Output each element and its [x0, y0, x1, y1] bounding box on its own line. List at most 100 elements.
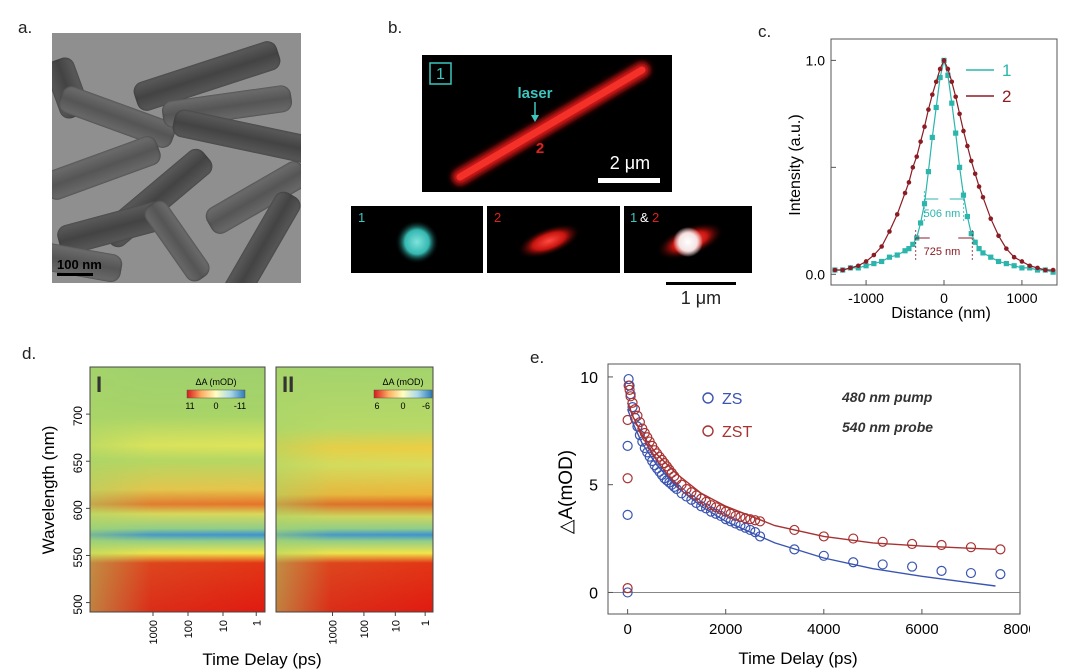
chart-e-point-ZS: [745, 524, 756, 536]
fluorescence-spot-2: 2: [487, 206, 620, 273]
chart-d-ytick-label: 600: [71, 500, 85, 520]
merged-tag-1: 1: [630, 210, 637, 225]
legend-zs-label: ZS: [722, 391, 742, 408]
legend-zst-label: ZST: [722, 424, 752, 441]
chart-d-xtick-label: 100: [183, 620, 195, 638]
chart-e-point-ZS: [651, 463, 663, 474]
chart-e-ytick-label: 10: [580, 370, 598, 387]
chart-e-point-ZS: [995, 569, 1006, 580]
panel-label-e: e.: [530, 348, 545, 367]
chart-c-series-2-point: [879, 244, 884, 249]
chart-e-point-ZS: [669, 481, 680, 492]
chart-c-series-1-point: [945, 72, 951, 78]
chart-d-xtick-label: 1: [420, 620, 432, 626]
chart-e-xtick-label: 0: [623, 621, 631, 638]
chart-d-xlabel: Time Delay (ps): [202, 650, 321, 669]
chart-c-series-2-point: [972, 171, 978, 177]
tem-micrograph: [52, 33, 301, 283]
chart-c-series-1-point: [980, 250, 986, 256]
chart-c-series-2-point: [926, 107, 931, 112]
chart-c-series-1-point: [929, 134, 935, 140]
small-scale-label: 1 μm: [680, 288, 722, 308]
chart-c-series-2-point: [922, 124, 927, 130]
chart-e-xtick-label: 2000: [709, 621, 742, 638]
heatmap-I-label: I: [96, 372, 102, 397]
chart-e-ytick-label: 5: [589, 478, 598, 495]
chart-c-ylabel: Intensity (a.u.): [787, 114, 804, 215]
chart-d-xtick-label: 1000: [328, 620, 340, 644]
chart-e-point-ZST: [669, 470, 680, 482]
chart-c-ytick-label: 0.0: [806, 266, 826, 282]
chart-d-xtick-label: 10: [218, 620, 230, 632]
chart-e-point-ZST: [654, 451, 665, 462]
chart-c-series-1-point: [879, 258, 885, 265]
heatmap-II: [275, 366, 434, 613]
chart-e-point-ZS: [936, 565, 947, 576]
chart-e-point-ZS: [622, 440, 633, 451]
chart-c-series-2-point: [902, 190, 908, 196]
pump-note: 480 nm pump: [841, 389, 933, 405]
panel-label-c: c.: [758, 22, 772, 41]
chart-c-series-2-point: [1027, 263, 1033, 269]
chart-d-xtick-label: 10: [390, 620, 402, 632]
chart-e-point-ZST: [664, 464, 675, 475]
chart-c-series-2-point: [1011, 254, 1017, 260]
fwhm-506-label: 506 nm: [924, 208, 961, 220]
chart-d-xtick-label: 1: [251, 620, 263, 626]
main-tag-1: 1: [436, 66, 445, 83]
chart-c-series-2-point: [910, 165, 916, 170]
chart-e-point-ZS: [965, 567, 977, 579]
chart-c-series-2-point: [965, 143, 970, 149]
chart-c-series-1-point: [956, 164, 963, 170]
chart-e-point-ZST: [877, 536, 888, 547]
chart-c-series-1-point: [918, 220, 924, 226]
colorbar-II-tick-max: 6: [374, 401, 379, 411]
chart-e-point-ZST: [659, 458, 670, 469]
small-tag-1: 1: [358, 210, 365, 225]
chart-e-point-ZST: [627, 397, 638, 408]
chart-e-point-ZST: [789, 524, 800, 536]
chart-e-point-ZS: [740, 522, 751, 533]
fluorescence-spot-1: 1: [351, 206, 483, 273]
chart-e-point-ZST: [720, 506, 731, 517]
chart-e-point-ZST: [735, 511, 746, 523]
chart-c-series-2-point: [1035, 265, 1040, 271]
chart-e-point-ZST: [624, 384, 635, 395]
chart-c-series-2-point: [848, 265, 853, 271]
merged-tag-amp: &: [640, 210, 649, 225]
tem-scale-bar: [57, 273, 93, 276]
colorbar-II-tick-min: -6: [422, 401, 430, 411]
chart-c-series-2-point: [937, 66, 943, 72]
colorbar-I-tick-zero: 0: [213, 401, 218, 411]
chart-c-series-1-point: [988, 254, 994, 260]
chart-c-xlabel: Distance (nm): [891, 305, 991, 322]
chart-e-point-ZS: [649, 460, 660, 471]
point1-box: [429, 62, 452, 85]
legend-zst-marker: [702, 425, 714, 437]
tem-scale-label: 100 nm: [57, 257, 102, 272]
chart-c-series-1-point: [968, 231, 974, 237]
chart-e-point-ZS: [622, 509, 633, 520]
chart-c-series-2-point: [949, 79, 955, 85]
laser-label: laser: [517, 85, 552, 102]
chart-c-series-1-point: [863, 263, 869, 269]
chart-c-series-2-point: [980, 194, 986, 200]
colorbar-I-title: ΔA (mOD): [195, 377, 236, 387]
chart-e-point-ZST: [740, 512, 751, 524]
chart-e-point-ZST: [715, 504, 726, 515]
chart-c-series-1-point: [871, 261, 877, 267]
chart-e-point-ZST: [754, 516, 766, 527]
chart-c-series-2-point: [894, 212, 900, 217]
chart-c-series-2-point: [1019, 259, 1025, 264]
point2-label: 2: [536, 140, 544, 157]
fwhm-725-label: 725 nm: [924, 246, 961, 258]
chart-e-point-ZST: [906, 538, 918, 550]
chart-c-series-1-point: [906, 246, 912, 252]
chart-d-ytick-label: 500: [71, 594, 85, 614]
chart-c-series-2-point: [933, 79, 939, 85]
chart-e-point-ZST: [622, 414, 633, 426]
chart-c-series-2-point: [832, 267, 838, 273]
chart-c-series-1-point: [937, 74, 943, 81]
chart-c-series-1-point: [976, 246, 982, 252]
